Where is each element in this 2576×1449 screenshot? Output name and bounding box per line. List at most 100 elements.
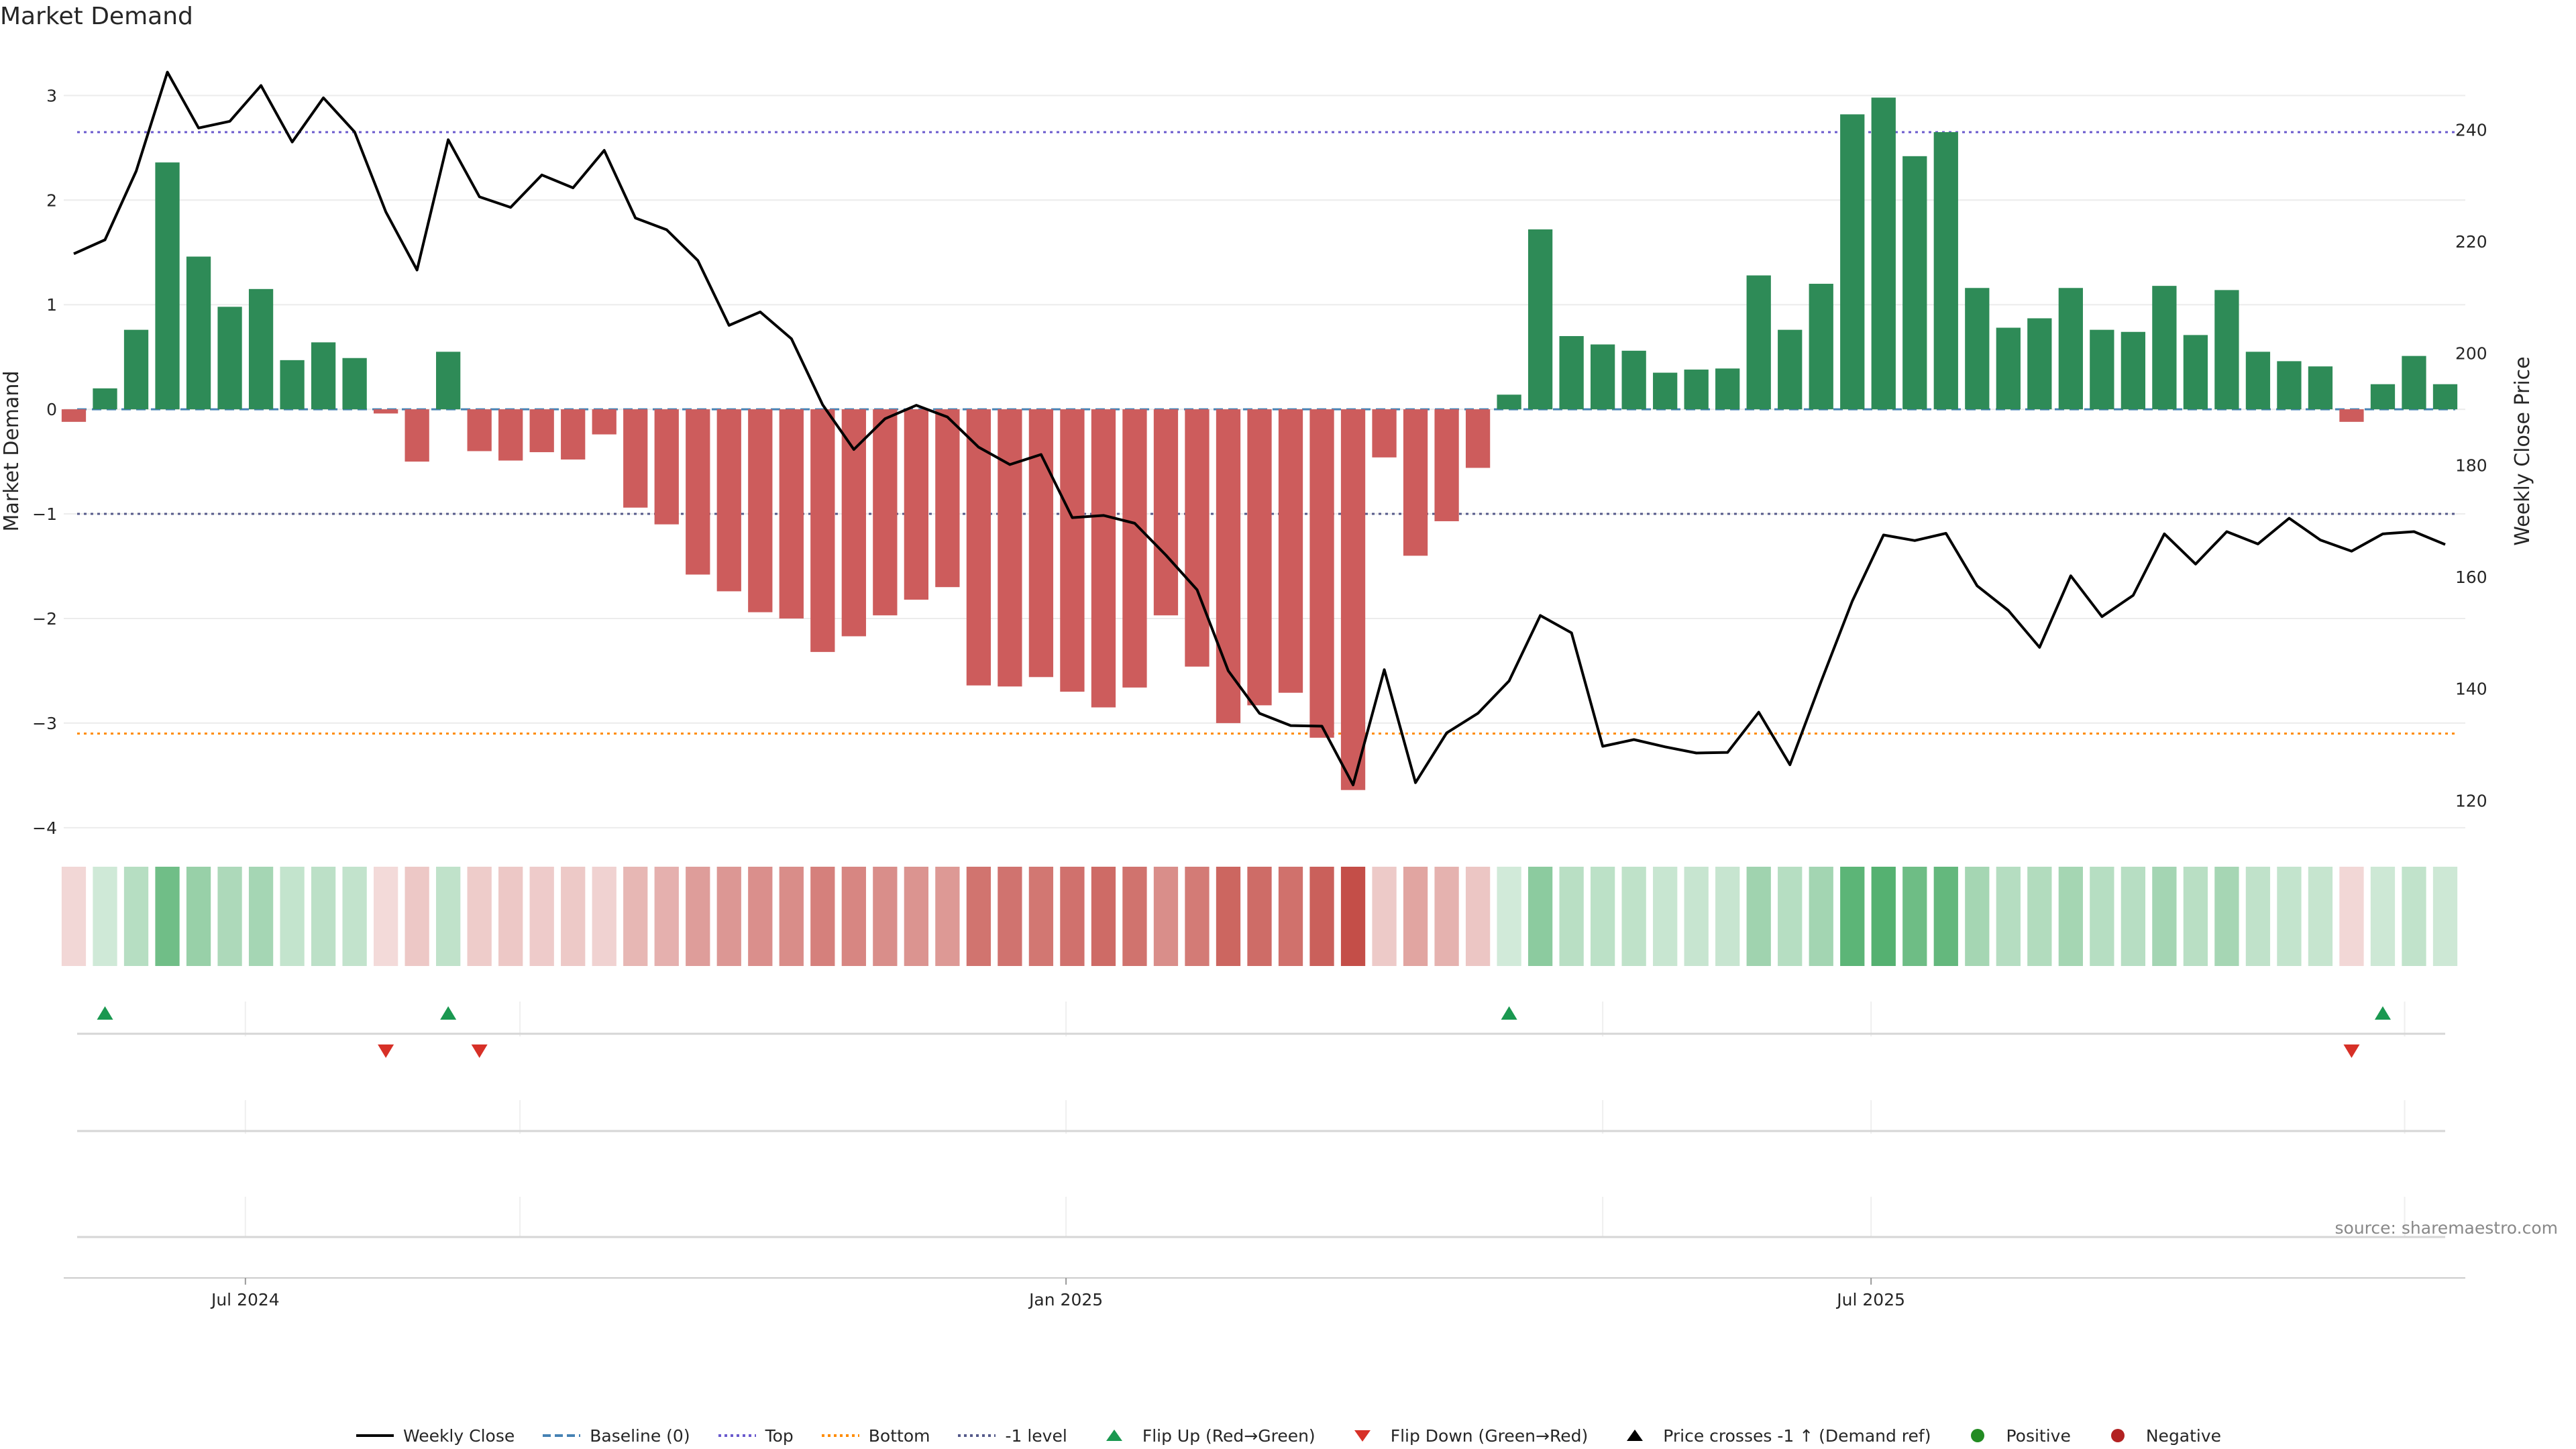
legend-label: Price crosses -1 ↑ (Demand ref) — [1663, 1426, 1931, 1446]
dotted-line-icon — [958, 1434, 996, 1437]
demand-bar — [1403, 409, 1428, 556]
legend-label: Bottom — [868, 1426, 930, 1446]
y-axis-label: Market Demand — [0, 371, 23, 532]
y-tick-label: −4 — [32, 818, 57, 838]
demand-bar — [2245, 352, 2271, 410]
demand-bar — [1809, 284, 1833, 410]
legend-label: Baseline (0) — [590, 1426, 690, 1446]
heat-cell — [1621, 867, 1646, 966]
x-tick-label: Jan 2025 — [1028, 1290, 1103, 1309]
heat-cell — [2402, 867, 2426, 966]
heat-cell — [592, 867, 616, 966]
demand-bar — [1497, 394, 1521, 410]
demand-bar — [1309, 409, 1334, 738]
demand-bar — [1091, 409, 1116, 708]
flip-up-marker — [2374, 1006, 2391, 1020]
flip-down-marker — [2343, 1044, 2360, 1058]
legend-item: Positive — [1957, 1426, 2071, 1446]
demand-bar — [1278, 409, 1303, 693]
demand-bar — [686, 409, 710, 575]
legend-item: Top — [717, 1426, 794, 1446]
heat-cell — [342, 867, 367, 966]
legend-marker — [1971, 1429, 1985, 1442]
heat-cell — [529, 867, 554, 966]
demand-bar — [1559, 335, 1584, 410]
heat-cell — [2058, 867, 2083, 966]
demand-bar — [810, 409, 835, 652]
heat-cell — [1527, 867, 1553, 966]
demand-bar — [1527, 229, 1553, 410]
demand-bar — [1247, 409, 1272, 706]
heat-cell — [467, 867, 492, 966]
demand-bar — [155, 162, 180, 410]
demand-bar — [342, 358, 367, 410]
legend-label: Weekly Close — [402, 1426, 515, 1446]
heat-cell — [1153, 867, 1179, 966]
heat-cell — [1185, 867, 1210, 966]
demand-bar — [966, 409, 991, 686]
demand-bar — [1621, 350, 1646, 410]
heat-cell — [873, 867, 898, 966]
legend-item: Flip Up (Red→Green) — [1094, 1426, 1316, 1446]
demand-bar — [2339, 409, 2364, 422]
legend-label: Positive — [2006, 1426, 2071, 1446]
heat-cell — [1403, 867, 1428, 966]
demand-bar — [93, 388, 117, 410]
y-tick-label: 0 — [46, 400, 57, 419]
y2-tick-label: 140 — [2455, 680, 2487, 699]
demand-bar — [61, 409, 87, 422]
heat-cell — [2308, 867, 2333, 966]
y-tick-label: 2 — [46, 191, 57, 210]
heat-cell — [998, 867, 1022, 966]
demand-bar — [623, 409, 648, 508]
demand-bar — [935, 409, 960, 588]
demand-bar — [2121, 331, 2146, 410]
heat-cell — [93, 867, 117, 966]
heat-cell — [2027, 867, 2052, 966]
demand-bar — [1653, 372, 1678, 410]
heat-cell — [2183, 867, 2208, 966]
demand-bar — [248, 288, 274, 410]
demand-bar — [1840, 114, 1865, 410]
event-rows — [77, 1002, 2445, 1238]
demand-bar — [904, 409, 928, 600]
y2-tick-label: 180 — [2455, 455, 2487, 475]
heat-cell — [1746, 867, 1771, 966]
heat-cell — [1871, 867, 1896, 966]
legend-label: Flip Down (Green→Red) — [1390, 1426, 1589, 1446]
heat-cell — [779, 867, 804, 966]
dotted-line-icon — [718, 1434, 756, 1437]
legend-item: Weekly Close — [355, 1426, 515, 1446]
heat-cell — [2370, 867, 2396, 966]
demand-bar — [1933, 131, 1958, 410]
demand-bar — [1965, 288, 1990, 410]
y2-axis-label: Weekly Close Price — [2511, 356, 2534, 545]
demand-bar — [2058, 288, 2083, 410]
weekly-close-line — [73, 70, 2446, 786]
demand-bar — [2402, 356, 2426, 410]
heat-cell — [373, 867, 398, 966]
legend-label: -1 level — [1005, 1426, 1067, 1446]
legend-label: Flip Up (Red→Green) — [1142, 1426, 1316, 1446]
heat-cell — [654, 867, 679, 966]
legend-marker — [1106, 1430, 1122, 1441]
x-tick-label: Jul 2025 — [1835, 1290, 1905, 1309]
demand-bar — [1153, 409, 1179, 616]
heat-cell — [748, 867, 773, 966]
heat-cell — [1247, 867, 1272, 966]
flip-up-marker — [97, 1006, 113, 1020]
demand-bar — [1028, 409, 1054, 678]
demand-bar — [123, 329, 149, 410]
heat-cell — [1715, 867, 1740, 966]
demand-bars — [61, 97, 2458, 790]
flip-down-marker — [378, 1044, 394, 1058]
demand-bar — [1465, 409, 1491, 468]
heat-cell — [405, 867, 429, 966]
y-tick-label: 3 — [46, 86, 57, 105]
dotted-line-icon — [821, 1434, 859, 1437]
demand-bar — [1715, 368, 1740, 410]
demand-bar — [1216, 409, 1241, 723]
demand-bar — [873, 409, 898, 616]
demand-bar — [2370, 384, 2396, 410]
demand-bar — [2027, 318, 2052, 410]
